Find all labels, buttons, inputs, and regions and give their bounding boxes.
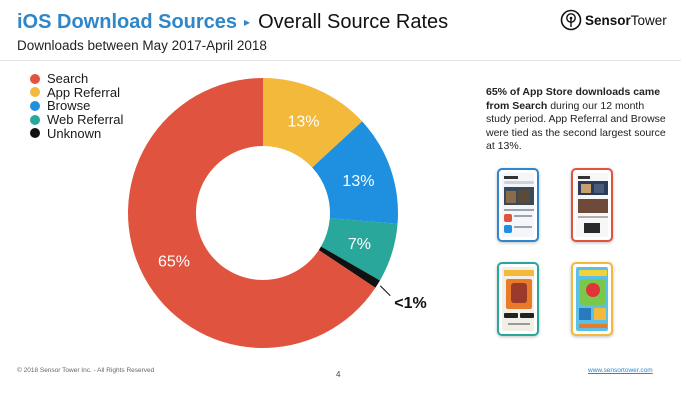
donut-data-label: 7%: [348, 236, 371, 253]
chart-legend: Search App Referral Browse Web Referral Unkn…: [30, 72, 123, 140]
footer-copyright: © 2018 Sensor Tower Inc. - All Rights Re…: [17, 367, 155, 374]
header-divider: [0, 60, 681, 61]
donut-data-label: 13%: [287, 113, 319, 130]
legend-swatch: [30, 87, 40, 98]
app-store-game-screenshot: [497, 262, 539, 336]
donut-slice-unknown: [318, 246, 380, 288]
donut-label-leader: [379, 285, 391, 297]
footer-website-link[interactable]: www.sensortower.com: [588, 367, 653, 374]
legend-label: Web Referral: [47, 112, 124, 128]
page-number: 4: [336, 370, 341, 379]
logo-text: SensorTower: [585, 13, 667, 28]
title-sub: Overall Source Rates: [258, 10, 449, 33]
legend-item: Web Referral: [30, 113, 123, 127]
logo: SensorTower: [560, 9, 667, 31]
donut-data-label: 65%: [158, 254, 190, 271]
donut-slice-search: [128, 77, 376, 348]
callout-text: 65% of App Store downloads came from Sea…: [486, 86, 672, 154]
legend-label: Search: [47, 71, 89, 87]
legend-label: Unknown: [47, 125, 102, 141]
donut-data-label: <1%: [394, 295, 426, 312]
legend-item: Browse: [30, 99, 123, 113]
legend-item: Search: [30, 72, 123, 86]
legend-swatch: [30, 100, 40, 111]
legend-swatch: [30, 128, 40, 139]
donut-slice-app-referral: [263, 78, 363, 168]
legend-item: App Referral: [30, 86, 123, 100]
legend-item: Unknown: [30, 126, 123, 140]
callout-rest: during our 12 month study period. App Re…: [486, 99, 666, 153]
callout-bold: 65% of App Store downloads came from Sea…: [486, 86, 661, 112]
donut-slice-browse: [312, 121, 398, 224]
app-store-angry-birds-screenshot: [571, 262, 613, 336]
legend-swatch: [30, 73, 40, 84]
logo-text-bold: Sensor: [585, 12, 631, 28]
title-separator-icon: ▸: [244, 15, 251, 29]
app-store-today-screenshot: [571, 168, 613, 242]
sensortower-logo-icon: [560, 9, 582, 31]
logo-text-regular: Tower: [630, 12, 667, 28]
legend-label: App Referral: [47, 84, 120, 100]
legend-swatch: [30, 114, 40, 125]
donut-data-label: 13%: [342, 173, 374, 190]
title-main: iOS Download Sources: [17, 10, 238, 33]
page-title: iOS Download Sources ▸ Overall Source Ra…: [17, 9, 448, 35]
subtitle: Downloads between May 2017-April 2018: [17, 38, 267, 53]
legend-label: Browse: [47, 98, 91, 114]
donut-slice-web-referral: [321, 218, 398, 281]
app-store-search-screenshot: [497, 168, 539, 242]
